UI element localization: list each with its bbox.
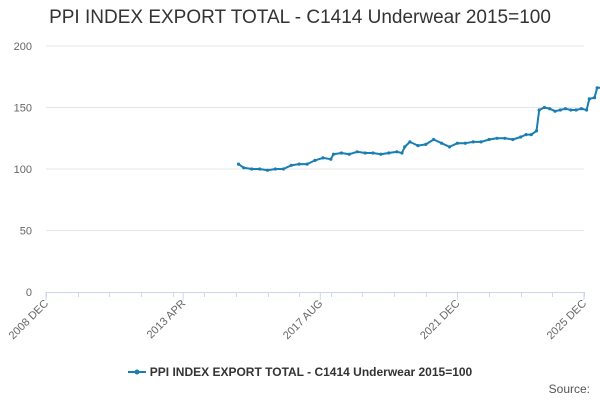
data-point[interactable]: [313, 158, 317, 162]
data-point[interactable]: [595, 86, 599, 90]
data-point[interactable]: [408, 140, 412, 144]
y-tick-label: 150: [14, 103, 32, 115]
data-point[interactable]: [542, 105, 547, 110]
data-point[interactable]: [258, 167, 262, 171]
data-point[interactable]: [273, 167, 277, 171]
data-point[interactable]: [574, 108, 578, 112]
data-point[interactable]: [587, 97, 591, 101]
data-point[interactable]: [519, 135, 523, 139]
data-point[interactable]: [524, 133, 528, 137]
source-label: Source:: [548, 382, 590, 396]
y-tick-label: 100: [14, 164, 32, 176]
data-point[interactable]: [305, 162, 309, 166]
data-point[interactable]: [447, 145, 452, 149]
data-point[interactable]: [242, 166, 246, 170]
data-point[interactable]: [553, 109, 557, 113]
data-point[interactable]: [569, 108, 573, 112]
data-point[interactable]: [331, 152, 336, 156]
data-point[interactable]: [495, 136, 499, 140]
legend[interactable]: PPI INDEX EXPORT TOTAL - C1414 Underwear…: [0, 365, 600, 379]
data-point[interactable]: [471, 140, 475, 144]
y-tick-label: 0: [26, 287, 32, 299]
data-point[interactable]: [548, 107, 552, 111]
data-point[interactable]: [347, 152, 351, 156]
data-point[interactable]: [297, 162, 301, 166]
y-tick-label: 200: [14, 41, 32, 53]
x-tick-label: 2013 APR: [145, 298, 189, 342]
data-point[interactable]: [321, 156, 325, 160]
data-point[interactable]: [281, 167, 285, 171]
chart-title: PPI INDEX EXPORT TOTAL - C1414 Underwear…: [49, 7, 551, 28]
data-point[interactable]: [579, 107, 584, 111]
x-tick-label: 2008 DEC: [7, 298, 51, 342]
data-point[interactable]: [432, 137, 436, 142]
legend-line-icon: [127, 369, 146, 375]
data-point[interactable]: [424, 142, 428, 146]
series-line: [237, 86, 600, 172]
data-point[interactable]: [585, 108, 589, 112]
data-point[interactable]: [339, 151, 343, 155]
data-point[interactable]: [329, 157, 333, 161]
data-point[interactable]: [479, 140, 483, 144]
data-point[interactable]: [236, 162, 241, 166]
data-point[interactable]: [400, 151, 404, 155]
data-point[interactable]: [416, 144, 420, 148]
data-point[interactable]: [371, 151, 375, 155]
data-point[interactable]: [379, 152, 383, 156]
data-point[interactable]: [563, 107, 568, 111]
x-tick-label: 2021 DEC: [418, 298, 462, 342]
data-point[interactable]: [440, 141, 444, 145]
data-point[interactable]: [363, 151, 367, 155]
data-point[interactable]: [387, 151, 391, 155]
data-point[interactable]: [250, 167, 254, 171]
data-point[interactable]: [395, 150, 399, 154]
legend-label: PPI INDEX EXPORT TOTAL - C1414 Underwear…: [149, 365, 473, 379]
data-point[interactable]: [455, 141, 459, 145]
y-tick-label: 50: [20, 226, 32, 238]
data-point[interactable]: [289, 163, 293, 167]
data-point[interactable]: [534, 129, 539, 133]
data-point[interactable]: [511, 137, 515, 142]
data-point[interactable]: [403, 145, 407, 149]
data-point[interactable]: [558, 108, 562, 112]
x-tick-label: 2025 DEC: [545, 298, 589, 342]
data-point[interactable]: [592, 96, 597, 100]
data-point[interactable]: [355, 150, 359, 154]
data-point[interactable]: [529, 133, 533, 137]
data-point[interactable]: [537, 108, 541, 112]
data-point[interactable]: [463, 141, 467, 145]
data-point[interactable]: [487, 137, 491, 142]
data-point[interactable]: [265, 168, 270, 172]
data-point[interactable]: [503, 136, 507, 140]
x-tick-label: 2017 AUG: [281, 298, 325, 342]
